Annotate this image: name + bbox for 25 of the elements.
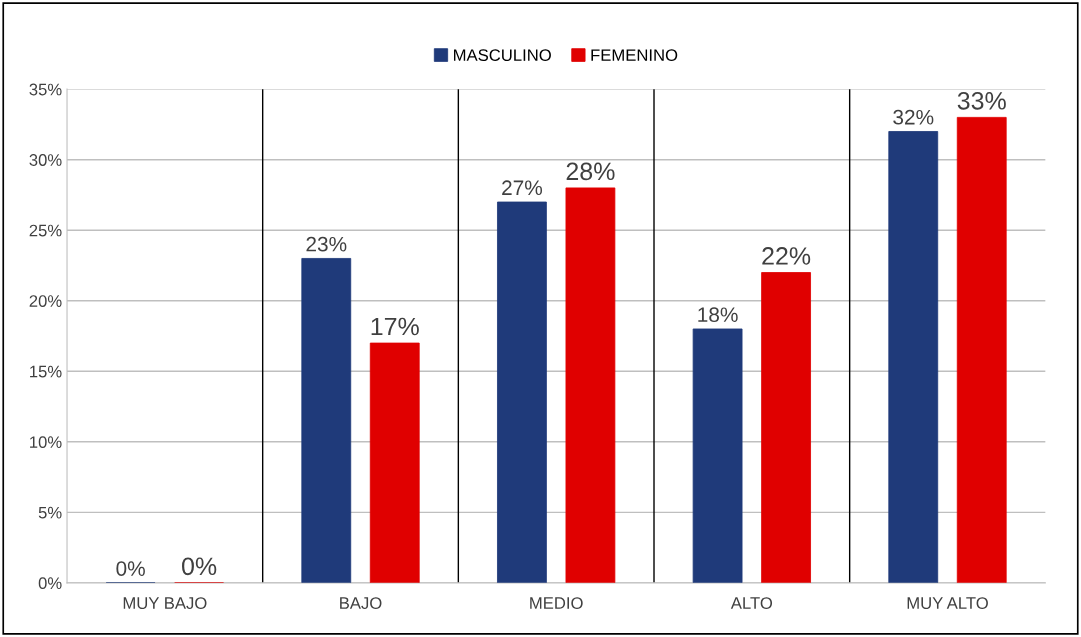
legend-label: MASCULINO xyxy=(454,49,551,62)
data-label: 23% xyxy=(306,236,347,252)
x-tick-label: BAJO xyxy=(340,597,382,609)
data-label: 0% xyxy=(116,561,145,576)
x-tick-label: MUY BAJO xyxy=(123,597,207,609)
y-tick-label: 25% xyxy=(29,224,62,237)
y-tick-label: 35% xyxy=(29,83,62,96)
data-label: 0% xyxy=(182,557,217,576)
data-label: 33% xyxy=(957,91,1006,110)
y-tick-label: 10% xyxy=(30,436,62,449)
x-tick-label: MEDIO xyxy=(530,597,583,609)
data-label: 28% xyxy=(566,162,615,181)
data-label: 27% xyxy=(502,180,543,196)
legend-label: FEMENINO xyxy=(591,49,678,62)
y-tick-label: 5% xyxy=(38,506,62,519)
data-label: 17% xyxy=(371,317,419,336)
y-tick-label: 15% xyxy=(30,365,62,378)
y-tick-label: 20% xyxy=(29,295,62,307)
x-tick-label: ALTO xyxy=(730,597,773,609)
data-label: 18% xyxy=(698,307,738,323)
y-tick-label: 0% xyxy=(38,577,62,590)
y-tick-label: 30% xyxy=(29,154,62,166)
x-tick-label: MUY ALTO xyxy=(907,597,988,609)
data-label: 32% xyxy=(893,109,934,125)
data-label: 22% xyxy=(762,247,811,265)
